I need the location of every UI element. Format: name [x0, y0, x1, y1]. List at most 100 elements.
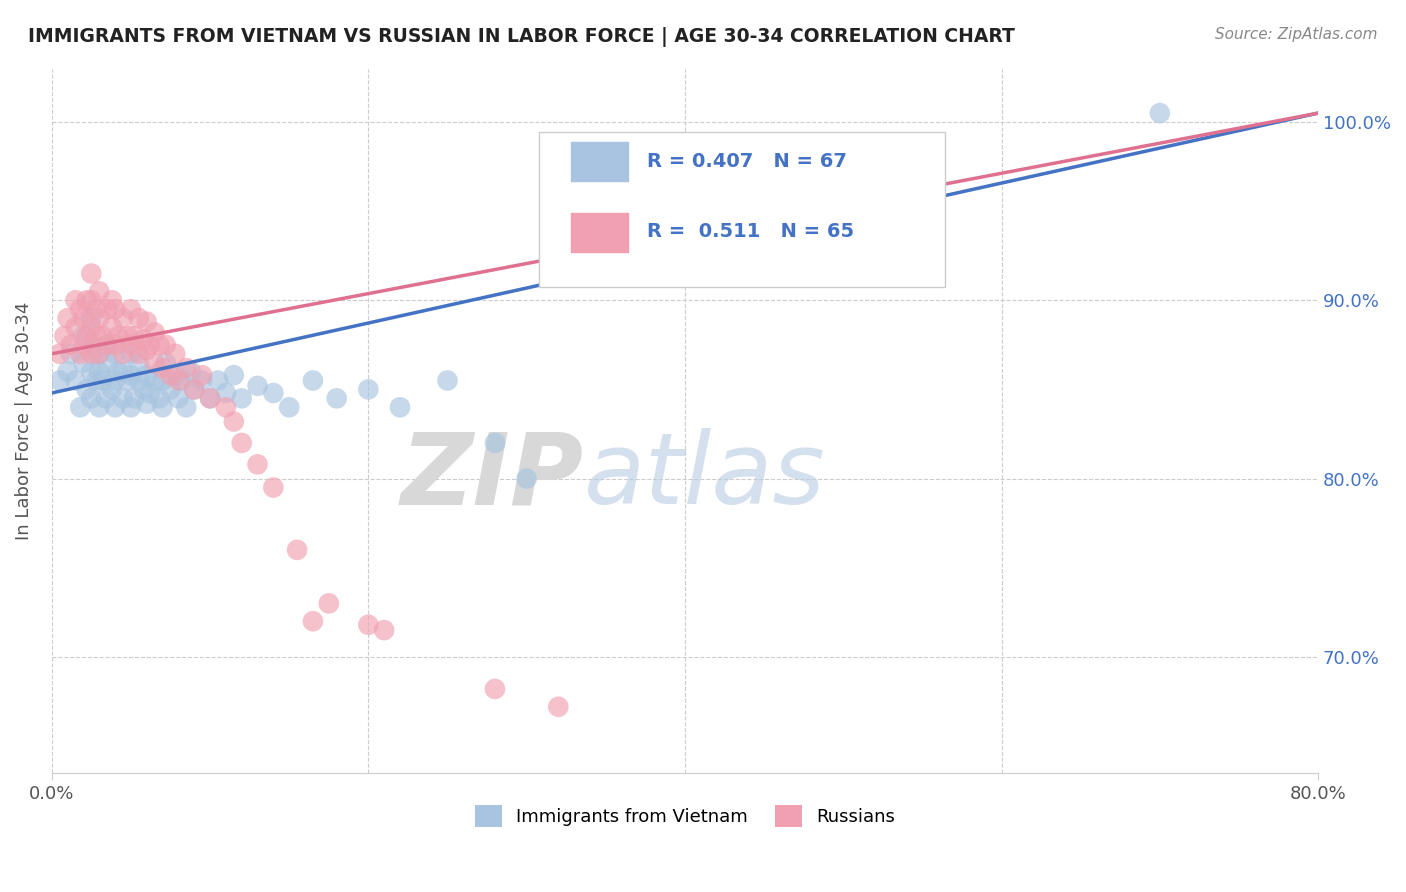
Point [96, 356, 118, 370]
Y-axis label: In Labor Force | Age 30-34: In Labor Force | Age 30-34 [15, 301, 32, 540]
Point [176, 361, 198, 376]
Point [120, 338, 142, 352]
Point [80, 311, 103, 326]
Point [132, 333, 155, 347]
Point [139, 386, 162, 401]
Point [246, 379, 269, 393]
Point [104, 401, 127, 415]
Point [176, 401, 198, 415]
Point [101, 383, 124, 397]
Point [152, 374, 174, 388]
Point [117, 374, 139, 388]
Point [246, 458, 269, 472]
Text: R = 0.407   N = 67: R = 0.407 N = 67 [647, 152, 846, 171]
Point [262, 386, 284, 401]
Point [183, 383, 205, 397]
Point [76, 293, 98, 308]
Point [373, 623, 395, 637]
Point [111, 347, 134, 361]
Point [165, 347, 187, 361]
Point [231, 436, 253, 450]
Point [84, 329, 107, 343]
Point [262, 481, 284, 495]
Point [122, 329, 145, 343]
Point [198, 392, 221, 406]
Point [165, 368, 187, 383]
Point [56, 311, 79, 326]
Point [132, 383, 155, 397]
Point [183, 383, 205, 397]
Point [80, 320, 103, 334]
Point [128, 347, 150, 361]
Point [285, 542, 308, 557]
FancyBboxPatch shape [571, 143, 628, 181]
Point [152, 401, 174, 415]
Point [128, 311, 150, 326]
Point [120, 302, 142, 317]
Point [215, 401, 238, 415]
Point [388, 401, 411, 415]
Point [89, 401, 111, 415]
Legend: Immigrants from Vietnam, Russians: Immigrants from Vietnam, Russians [467, 797, 903, 834]
Point [107, 329, 129, 343]
Point [48, 374, 70, 388]
Point [69, 347, 91, 361]
Point [155, 338, 177, 352]
Point [59, 338, 82, 352]
Point [1149, 106, 1171, 120]
Point [357, 383, 380, 397]
Point [170, 374, 193, 388]
Point [231, 392, 253, 406]
Point [120, 347, 142, 361]
Point [516, 472, 538, 486]
Point [72, 338, 94, 352]
Point [155, 356, 177, 370]
Point [302, 374, 325, 388]
Point [135, 368, 157, 383]
Point [148, 392, 170, 406]
Point [302, 614, 325, 628]
Point [104, 347, 127, 361]
Point [96, 302, 118, 317]
Point [96, 338, 118, 352]
Point [167, 392, 190, 406]
Point [80, 267, 103, 281]
Point [107, 365, 129, 379]
Point [159, 383, 181, 397]
Point [65, 320, 87, 334]
Point [91, 329, 114, 343]
Point [139, 338, 162, 352]
Point [104, 338, 127, 352]
Point [222, 415, 245, 429]
Point [111, 392, 134, 406]
Point [89, 311, 111, 326]
Point [80, 392, 103, 406]
Text: IMMIGRANTS FROM VIETNAM VS RUSSIAN IN LABOR FORCE | AGE 30-34 CORRELATION CHART: IMMIGRANTS FROM VIETNAM VS RUSSIAN IN LA… [28, 27, 1015, 46]
Point [69, 302, 91, 317]
Point [72, 329, 94, 343]
Point [120, 401, 142, 415]
Point [191, 368, 214, 383]
Point [72, 311, 94, 326]
Point [65, 374, 87, 388]
Point [84, 374, 107, 388]
Point [65, 293, 87, 308]
Point [80, 365, 103, 379]
Point [89, 365, 111, 379]
Point [167, 374, 190, 388]
Point [80, 293, 103, 308]
Point [122, 392, 145, 406]
Point [207, 374, 229, 388]
Point [89, 347, 111, 361]
Point [143, 356, 166, 370]
Point [180, 365, 202, 379]
Point [215, 386, 238, 401]
Point [135, 343, 157, 358]
FancyBboxPatch shape [571, 213, 628, 252]
Point [148, 338, 170, 352]
Point [278, 401, 301, 415]
Point [318, 596, 340, 610]
Point [135, 397, 157, 411]
Point [91, 374, 114, 388]
Point [80, 347, 103, 361]
